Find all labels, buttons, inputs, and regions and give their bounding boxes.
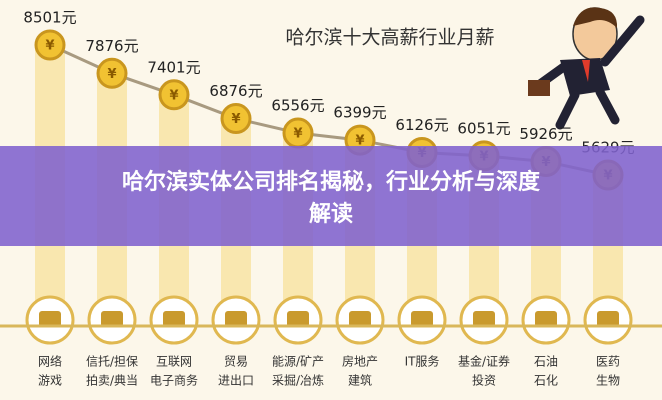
- x-tick-label: 建筑: [348, 373, 372, 388]
- value-label: 8501元: [23, 9, 76, 27]
- coin: [34, 29, 66, 61]
- x-tick-label: 采掘/冶炼: [272, 373, 324, 388]
- x-tick-label: 拍卖/典当: [86, 373, 138, 388]
- icon: [163, 311, 185, 327]
- value-label: 5926元: [519, 125, 572, 143]
- icon: [287, 311, 309, 327]
- icon: [39, 311, 61, 327]
- coin-symbol: ¥: [231, 112, 240, 127]
- x-tick-label: 电子商务: [150, 373, 198, 388]
- value-label: 6051元: [457, 119, 510, 137]
- value-label: 6399元: [333, 104, 386, 122]
- x-tick-label: 石油: [534, 355, 558, 369]
- value-label: 6876元: [209, 82, 262, 100]
- x-tick-label: 进出口: [218, 374, 254, 388]
- coin-symbol: ¥: [355, 134, 364, 149]
- x-tick-label: 医药: [596, 355, 620, 369]
- coin-symbol: ¥: [293, 127, 302, 142]
- x-tick-label: 游戏: [38, 374, 62, 388]
- coin-symbol: ¥: [169, 88, 178, 103]
- banner-title: 解读: [309, 201, 353, 227]
- coin-symbol: ¥: [45, 39, 54, 54]
- icon: [535, 311, 557, 327]
- icon: [101, 311, 123, 327]
- value-label: 7876元: [85, 37, 138, 55]
- banner-title: 哈尔滨实体公司排名揭秘，行业分析与深度: [122, 169, 541, 195]
- value-label: 6126元: [395, 116, 448, 134]
- icon: [597, 311, 619, 327]
- value-label: 6556元: [271, 97, 324, 115]
- x-tick-label: 能源/矿产: [272, 355, 324, 369]
- x-tick-label: 基金/证券: [458, 354, 510, 369]
- coin: [158, 79, 190, 111]
- banner: [0, 146, 662, 246]
- coin-symbol: ¥: [107, 67, 116, 82]
- x-tick-label: 投资: [472, 373, 496, 388]
- x-tick-label: 石化: [534, 374, 558, 388]
- coin: [96, 57, 128, 89]
- x-tick-label: 信托/担保: [86, 355, 138, 369]
- coin: [220, 103, 252, 135]
- icon: [473, 311, 495, 327]
- x-tick-label: IT服务: [405, 354, 440, 369]
- x-tick-label: 贸易: [224, 355, 248, 369]
- businessman: [528, 7, 645, 130]
- icon: [225, 311, 247, 327]
- x-tick-label: 生物: [596, 374, 620, 388]
- x-tick-label: 房地产: [342, 354, 378, 369]
- x-tick-label: 网络: [38, 354, 62, 369]
- x-tick-label: 互联网: [156, 355, 192, 369]
- value-label: 7401元: [147, 58, 200, 76]
- icon: [349, 311, 371, 327]
- icon: [411, 311, 433, 327]
- chart-title: 哈尔滨十大高薪行业月薪: [285, 27, 494, 49]
